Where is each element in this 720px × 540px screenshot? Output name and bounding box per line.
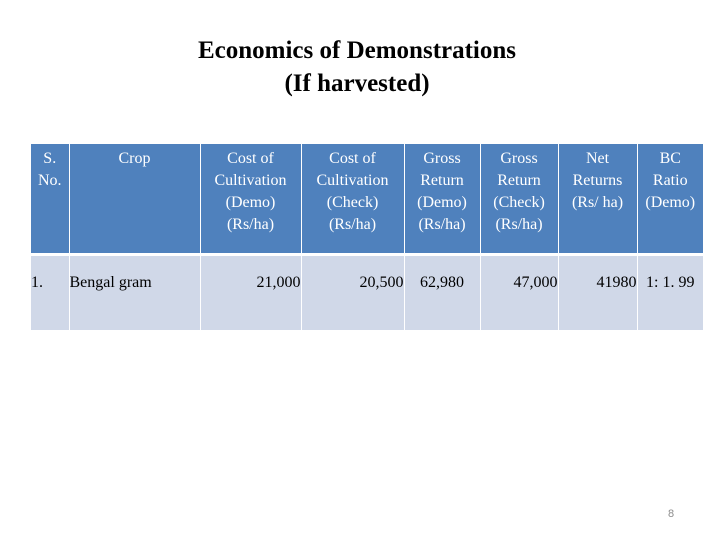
cell-crop: Bengal gram — [69, 254, 201, 330]
cell-s-no: 1. — [31, 254, 70, 330]
cell-gross-demo: 62,980 — [404, 254, 481, 330]
header-gross-check: Gross Return (Check) (Rs/ha) — [480, 144, 559, 254]
header-row: S. No. Crop Cost of Cultivation (Demo) (… — [31, 144, 703, 254]
header-net-returns: Net Returns (Rs/ ha) — [558, 144, 638, 254]
title-line-2: (If harvested) — [284, 70, 430, 97]
page-number: 8 — [668, 508, 675, 520]
header-gross-demo: Gross Return (Demo) (Rs/ha) — [404, 144, 481, 254]
cell-gross-check: 47,000 — [480, 254, 559, 330]
header-crop: Crop — [69, 144, 201, 254]
header-s-no: S. No. — [31, 144, 70, 254]
cell-net-returns: 41980 — [558, 254, 638, 330]
cell-cost-check: 20,500 — [301, 254, 405, 330]
cell-cost-demo: 21,000 — [200, 254, 302, 330]
cell-bc-ratio: 1: 1. 99 — [637, 254, 703, 330]
header-bc-ratio: BC Ratio (Demo) — [637, 144, 703, 254]
table-row: 1. Bengal gram 21,000 20,500 62,980 47,0… — [31, 254, 703, 330]
header-cost-check: Cost of Cultivation (Check) (Rs/ha) — [301, 144, 405, 254]
slide-title: Economics of Demonstrations (If harveste… — [0, 34, 714, 100]
economics-table: S. No. Crop Cost of Cultivation (Demo) (… — [31, 144, 703, 330]
title-line-1: Economics of Demonstrations — [197, 37, 517, 64]
header-cost-demo: Cost of Cultivation (Demo) (Rs/ha) — [200, 144, 302, 254]
